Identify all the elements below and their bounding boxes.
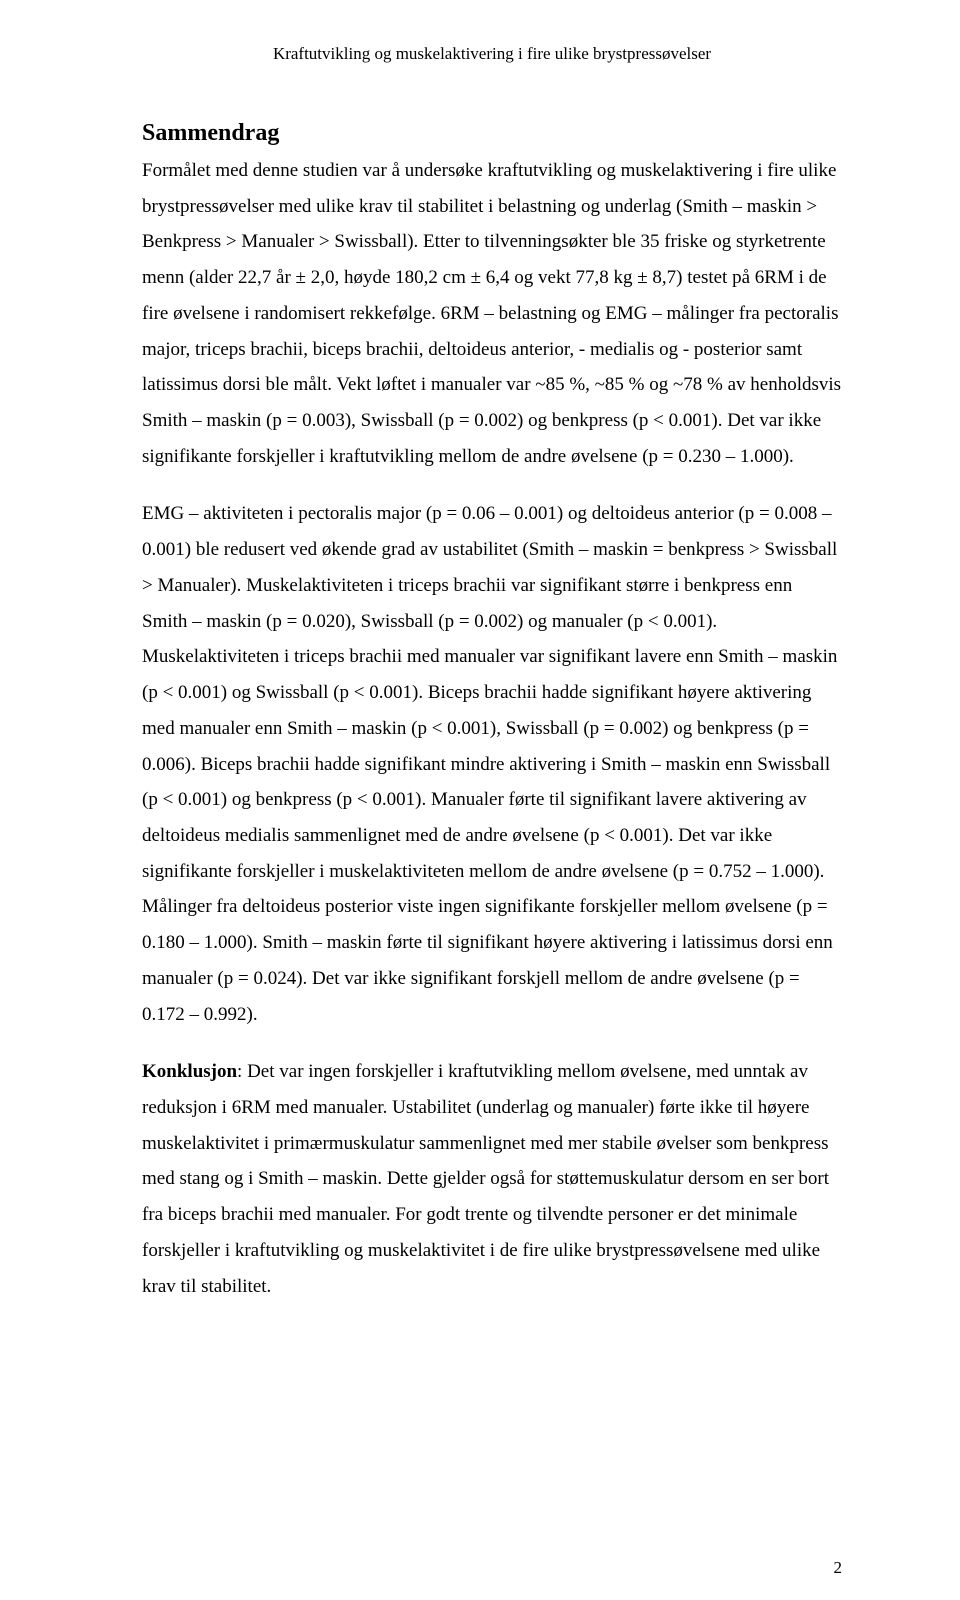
paragraph-intro: Formålet med denne studien var å undersø… (142, 153, 842, 474)
paragraph-results: EMG – aktiviteten i pectoralis major (p … (142, 496, 842, 1032)
page-number: 2 (834, 1558, 843, 1578)
conclusion-label: Konklusjon (142, 1061, 237, 1082)
section-title-sammendrag: Sammendrag (142, 120, 842, 147)
running-head: Kraftutvikling og muskelaktivering i fir… (142, 44, 842, 64)
conclusion-text: : Det var ingen forskjeller i kraftutvik… (142, 1061, 829, 1296)
paragraph-conclusion: Konklusjon: Det var ingen forskjeller i … (142, 1054, 842, 1304)
page-container: Kraftutvikling og muskelaktivering i fir… (0, 0, 960, 1600)
